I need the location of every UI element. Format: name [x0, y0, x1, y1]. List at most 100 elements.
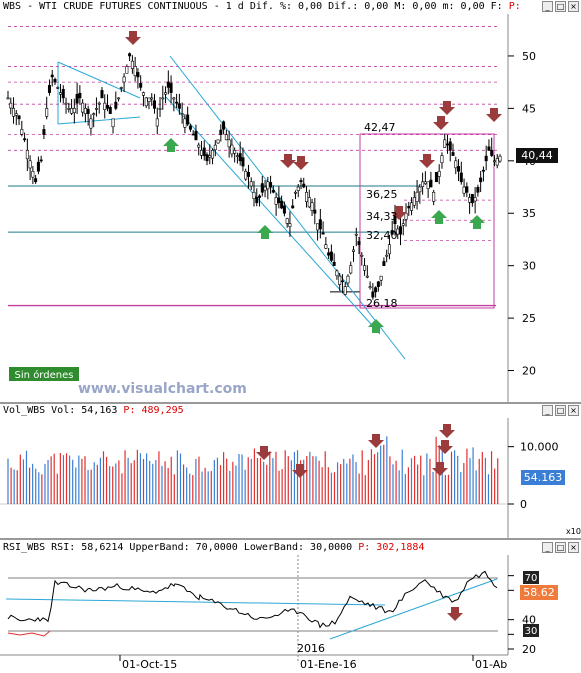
candle-body: [410, 202, 414, 211]
y-tick-label: 40: [522, 614, 536, 627]
panel-divider[interactable]: [0, 538, 581, 540]
candle-body: [23, 138, 27, 141]
sell-arrow-icon: [419, 154, 435, 168]
panel-divider[interactable]: [0, 402, 581, 404]
candle-body: [307, 197, 311, 208]
candle-body: [421, 181, 425, 187]
candle-body: [354, 233, 358, 236]
candle-body: [316, 223, 320, 231]
candle-body: [169, 83, 173, 93]
candle-body: [368, 286, 372, 288]
title-text: WBS - WTI CRUDE FUTURES CONTINUOUS - 1 d…: [3, 1, 503, 12]
close-button[interactable]: ×: [568, 405, 579, 416]
volume-chart[interactable]: 10.000 0 54.163 x10: [0, 418, 581, 538]
sell-arrow-icon: [439, 101, 455, 115]
candle-body: [329, 251, 333, 261]
candle-body: [25, 150, 29, 160]
candle-body: [194, 130, 198, 141]
status-badge[interactable]: [9, 367, 79, 381]
candle-body: [418, 186, 422, 193]
candle-body: [89, 118, 93, 129]
volume-p-label: P: 489,295: [123, 405, 184, 416]
candle-body: [374, 287, 378, 293]
candle-body: [45, 108, 49, 117]
sell-arrow-icon: [432, 462, 448, 476]
chart-title: WBS - WTI CRUDE FUTURES CONTINUOUS - 1 d…: [3, 0, 521, 14]
candle-body: [357, 241, 361, 246]
minimize-button[interactable]: _: [542, 1, 553, 12]
upper-band-box: [523, 571, 539, 584]
candle-body: [94, 108, 98, 110]
y-tick-label: 20: [522, 643, 536, 656]
candle-body: [67, 108, 71, 110]
rsi-chart[interactable]: 604020 58.62 70 30 01-Oct-15 01-Ene-16 0…: [0, 555, 581, 673]
level-label-0: 42,47: [364, 121, 396, 134]
candle-body: [479, 177, 483, 183]
candle-body: [56, 87, 60, 89]
candle-body: [224, 134, 228, 141]
candle-body: [208, 155, 212, 158]
buy-arrow-icon: [257, 225, 273, 239]
current-price-box: [516, 148, 558, 163]
candle-body: [258, 195, 262, 198]
watermark: www.visualchart.com: [78, 381, 247, 397]
candle-body: [432, 191, 436, 202]
candle-body: [252, 191, 256, 200]
candle-body: [390, 230, 394, 235]
close-button[interactable]: ×: [568, 1, 579, 12]
maximize-button[interactable]: □: [555, 542, 566, 553]
candle-body: [371, 291, 375, 298]
candle-body: [332, 261, 336, 266]
minimize-button[interactable]: _: [542, 542, 553, 553]
candle-body: [481, 169, 485, 172]
candle-body: [296, 186, 300, 191]
candle-body: [235, 155, 239, 157]
maximize-button[interactable]: □: [555, 1, 566, 12]
candle-body: [72, 108, 76, 114]
candle-body: [161, 97, 165, 100]
candle-body: [451, 152, 455, 156]
candle-body: [205, 154, 209, 162]
candle-body: [434, 172, 438, 183]
y-tick-label: 45: [522, 102, 536, 115]
price-chart[interactable]: 42,47 36,25 34,33 32,40 26,18 5045403530…: [0, 14, 581, 402]
candle-body: [70, 108, 74, 114]
candle-body: [302, 183, 306, 188]
rsi-oversold-segment: [7, 630, 51, 637]
candle-body: [487, 146, 491, 151]
close-button[interactable]: ×: [568, 542, 579, 553]
minimize-button[interactable]: _: [542, 405, 553, 416]
price-y-axis: 50454035302520: [508, 50, 536, 378]
candle-body: [382, 261, 386, 266]
year-label: 2016: [297, 642, 325, 655]
candle-body: [473, 197, 477, 202]
rsi-title-text: RSI_WBS RSI: 58,6214 UpperBand: 70,0000 …: [3, 542, 353, 553]
candle-body: [352, 249, 356, 252]
y-tick-label: 50: [522, 50, 536, 63]
candle-body: [128, 53, 132, 57]
candle-body: [490, 149, 494, 156]
candle-body: [59, 92, 63, 95]
candle-body: [117, 97, 121, 100]
candle-body: [263, 186, 267, 191]
volume-current-box: [521, 470, 565, 485]
candle-body: [86, 108, 90, 114]
candle-body: [158, 108, 162, 110]
candle-body: [14, 113, 18, 116]
lower-band-box: [523, 624, 539, 637]
candle-body: [288, 223, 292, 227]
candle-body: [246, 172, 250, 177]
candle-body: [244, 170, 248, 180]
candle-body: [492, 160, 496, 163]
candle-body: [299, 180, 303, 183]
candle-body: [269, 182, 273, 188]
candle-body: [255, 196, 259, 204]
candle-body: [119, 87, 123, 89]
maximize-button[interactable]: □: [555, 405, 566, 416]
candle-body: [6, 97, 10, 100]
candle-body: [445, 143, 449, 146]
candle-body: [340, 280, 344, 283]
candle-body: [139, 83, 143, 88]
y-tick-label: 25: [522, 312, 536, 325]
lower-band-label: 30: [525, 626, 538, 637]
